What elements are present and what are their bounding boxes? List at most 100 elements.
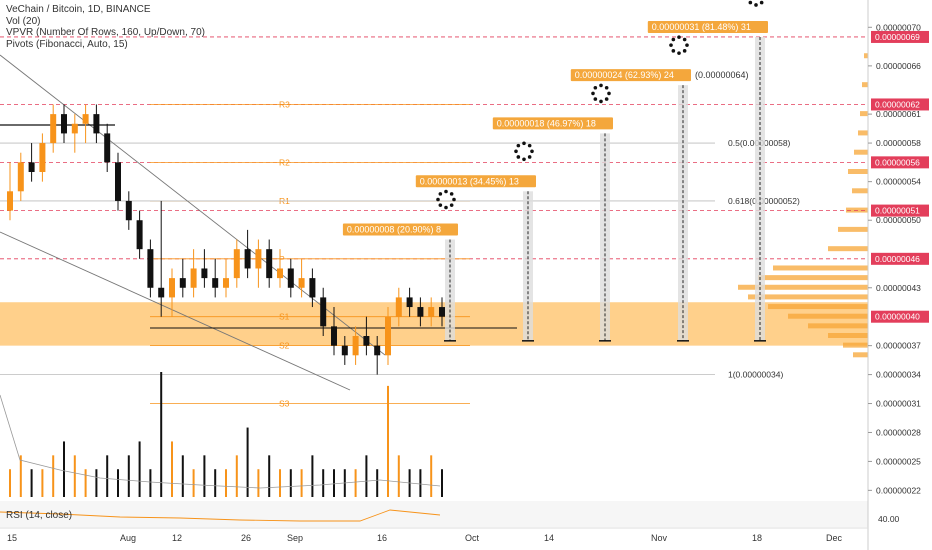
volume-bar <box>214 469 217 497</box>
vpvr-bar <box>758 275 868 281</box>
price-tick-label: 0.00000050 <box>876 215 921 225</box>
volume-bar <box>365 455 368 497</box>
candle-body <box>341 345 348 356</box>
time-tick-label: Oct <box>465 533 480 543</box>
spinner-dot <box>599 99 603 104</box>
spinner-dot <box>527 155 532 159</box>
candle-body <box>406 297 413 308</box>
spinner-dot <box>449 203 454 207</box>
projection-tag <box>570 69 691 82</box>
price-tick-label: 0.00000037 <box>876 341 921 351</box>
volume-bar <box>268 455 271 497</box>
price-highlight-label: 0.00000051 <box>875 206 920 216</box>
vpvr-bar <box>748 294 868 300</box>
pivot-label: S1 <box>279 312 290 322</box>
projection-label: 0.00000008 (20.90%) 8 <box>347 225 441 235</box>
time-tick-label: 18 <box>752 533 762 543</box>
vpvr-bar <box>828 333 868 338</box>
price-highlight-label: 0.00000062 <box>875 99 920 109</box>
spinner-dot <box>516 155 521 159</box>
volume-bar <box>52 455 55 497</box>
legend-volume: Vol (20) <box>6 15 41 27</box>
projection-extra-label: (0.00000064) <box>695 70 749 80</box>
spinner-dot <box>444 205 448 210</box>
vpvr-bar <box>788 313 868 319</box>
projection-label: 0.00000018 (46.97%) 18 <box>497 118 596 128</box>
price-tick-label: 0.00000031 <box>876 399 921 409</box>
vpvr-bar <box>853 352 868 358</box>
projection-label: 0.00000031 (81.48%) 31 <box>652 22 751 32</box>
pivot-label: P <box>279 254 285 264</box>
candle-body <box>223 278 229 288</box>
volume-bar <box>300 469 303 497</box>
vpvr-bar <box>738 284 868 290</box>
price-tick-label: 0.00000054 <box>876 177 921 187</box>
price-highlight-tag <box>871 204 929 217</box>
spinner-dot <box>682 49 687 53</box>
candle-body <box>266 249 273 279</box>
spinner-dot <box>759 0 764 5</box>
volume-bar <box>333 469 335 497</box>
candle-body <box>71 123 78 134</box>
price-highlight-label: 0.00000069 <box>875 32 920 42</box>
time-tick-label: Sep <box>287 533 303 543</box>
vpvr-bar <box>848 169 868 174</box>
candle-body <box>115 162 121 201</box>
price-highlight-tag <box>871 30 929 43</box>
price-tick-label: 0.00000058 <box>876 138 921 148</box>
spinner-dot <box>530 149 534 154</box>
spinner-dot <box>516 143 521 148</box>
spinner-dot <box>669 43 673 47</box>
candle-body <box>352 336 359 356</box>
spinner-dot <box>754 3 758 7</box>
candle-body <box>395 297 402 317</box>
spinner-dot <box>671 37 676 42</box>
volume-bar <box>138 441 141 497</box>
spinner-dot <box>514 149 518 154</box>
price-tick-label: 0.00000043 <box>876 283 921 293</box>
candle-body <box>50 114 57 144</box>
candle-body <box>82 114 89 124</box>
spinner-dot <box>607 91 611 96</box>
pivot-label: R3 <box>279 99 290 109</box>
vpvr-bar <box>864 53 868 59</box>
fib-label: 1(0.00000034) <box>728 370 783 380</box>
time-tick-label: 14 <box>544 533 554 543</box>
price-tick-label: 0.00000034 <box>876 370 921 380</box>
volume-bar <box>289 469 292 497</box>
projection-tag <box>647 20 768 33</box>
candle-body <box>104 133 111 163</box>
candle-body <box>309 278 316 298</box>
candle-body <box>298 278 305 288</box>
price-tick-label: 0.00000028 <box>876 427 921 437</box>
candle-body <box>417 307 424 317</box>
pivot-label: S2 <box>279 341 290 351</box>
spinner-dot <box>522 141 526 146</box>
volume-bar <box>95 469 98 497</box>
volume-bar <box>192 469 195 497</box>
price-tick-label: 0.00000070 <box>876 22 921 32</box>
projection-label: 0.00000024 (62.93%) 24 <box>575 70 674 80</box>
vpvr-bar <box>858 130 868 136</box>
volume-bar <box>322 469 325 497</box>
rsi-scale-label: 40.00 <box>878 514 900 524</box>
spinner-dot <box>438 203 443 207</box>
volume-bar <box>419 469 422 497</box>
volume-ma-line <box>0 394 441 489</box>
price-highlight-label: 0.00000040 <box>875 312 920 322</box>
spinner-dot <box>682 37 687 42</box>
volume-bar <box>171 441 173 497</box>
spinner-dot <box>438 192 443 196</box>
legend-vpvr: VPVR (Number Of Rows, 160, Up/Down, 70) <box>6 27 205 38</box>
vpvr-bar <box>773 265 868 271</box>
candle-body <box>125 200 132 221</box>
candle-body <box>136 220 143 250</box>
volume-bar <box>354 469 357 497</box>
trendline-lower <box>0 231 351 391</box>
volume-bar <box>397 455 400 497</box>
projection-tag <box>415 175 536 188</box>
time-tick-label: Aug <box>120 533 136 543</box>
vpvr-bar <box>862 82 868 88</box>
candle-body <box>169 278 175 298</box>
